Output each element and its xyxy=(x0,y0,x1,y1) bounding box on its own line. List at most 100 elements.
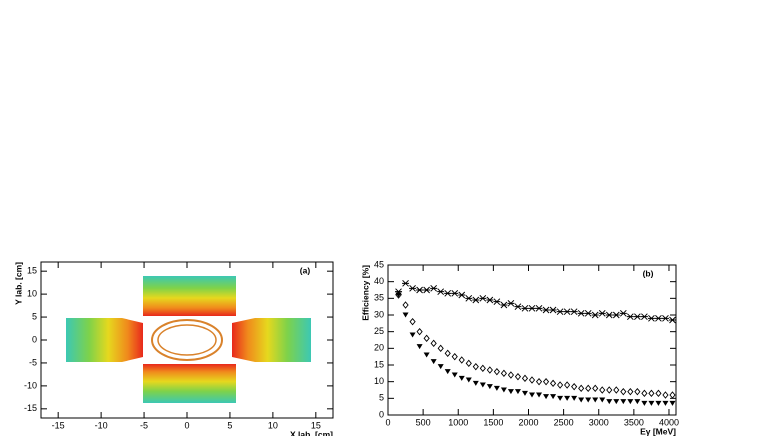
marker-star xyxy=(486,296,494,304)
marker-star xyxy=(605,311,613,319)
x-tick-label: 1500 xyxy=(483,417,503,427)
x-axis-label: X lab. [cm] xyxy=(290,429,333,436)
marker-triangle xyxy=(543,394,550,400)
marker-diamond xyxy=(564,381,571,389)
y-tick-label: 0 xyxy=(32,334,37,344)
marker-diamond xyxy=(437,344,444,353)
x-tick-label: 3000 xyxy=(589,417,609,427)
marker-star xyxy=(451,289,459,297)
marker-triangle xyxy=(606,399,613,405)
marker-triangle xyxy=(620,399,627,405)
marker-triangle xyxy=(451,372,458,378)
marker-triangle xyxy=(486,384,493,390)
marker-triangle xyxy=(409,332,416,338)
marker-star xyxy=(444,289,452,297)
marker-triangle xyxy=(599,397,606,403)
x-axis-label: Eγ [MeV] xyxy=(640,426,676,436)
marker-triangle xyxy=(529,392,535,398)
x-tick-label: 4000 xyxy=(659,417,679,427)
marker-triangle xyxy=(458,375,465,381)
y-tick-label: 15 xyxy=(374,359,384,369)
panel-annotation: (a) xyxy=(300,265,311,275)
y-tick-label: 25 xyxy=(374,326,384,336)
marker-diamond xyxy=(620,387,627,396)
x-tick-label: 0 xyxy=(184,420,189,430)
marker-diamond xyxy=(479,364,486,373)
marker-diamond xyxy=(648,389,655,398)
marker-triangle xyxy=(465,377,472,383)
marker-triangle xyxy=(536,392,543,398)
marker-star xyxy=(563,308,571,316)
marker-triangle xyxy=(472,380,479,386)
marker-star xyxy=(549,306,557,314)
marker-star xyxy=(416,286,424,294)
y-axis-label: Efficiency [%] xyxy=(360,265,370,321)
panel-annotation: (b) xyxy=(643,268,654,278)
marker-star xyxy=(507,299,515,307)
marker-diamond xyxy=(613,386,620,394)
marker-star xyxy=(521,304,529,312)
marker-diamond xyxy=(634,387,641,396)
marker-star xyxy=(528,304,536,312)
marker-star xyxy=(612,311,620,319)
density-left xyxy=(66,318,143,362)
marker-diamond xyxy=(571,382,578,391)
marker-diamond xyxy=(592,384,599,393)
marker-diamond xyxy=(472,362,479,371)
y-tick-label: -5 xyxy=(29,357,37,367)
marker-star xyxy=(619,309,627,317)
y-tick-label: 5 xyxy=(379,393,384,403)
ring-outer xyxy=(151,319,223,361)
marker-diamond xyxy=(549,379,557,388)
y-tick-label: -10 xyxy=(24,380,37,390)
marker-triangle xyxy=(395,292,402,298)
marker-diamond xyxy=(578,384,585,393)
marker-triangle xyxy=(493,385,500,391)
x-tick-label: 3500 xyxy=(624,417,644,427)
y-tick-label: 45 xyxy=(374,259,384,269)
x-tick-label: 500 xyxy=(416,417,431,427)
marker-diamond xyxy=(409,317,416,326)
marker-triangle xyxy=(669,400,676,406)
marker-diamond xyxy=(507,371,515,379)
marker-diamond xyxy=(557,381,564,389)
marker-diamond xyxy=(514,372,522,381)
marker-star xyxy=(661,314,669,322)
ring-inner xyxy=(157,324,217,356)
marker-diamond xyxy=(542,377,550,386)
marker-star xyxy=(591,311,599,319)
marker-triangle xyxy=(521,390,528,396)
x-tick-label: 2000 xyxy=(518,417,538,427)
x-tick-label: -5 xyxy=(140,420,148,430)
y-tick-label: 5 xyxy=(32,311,37,321)
density-bottom xyxy=(143,364,236,403)
marker-triangle xyxy=(416,344,423,350)
marker-diamond xyxy=(669,391,676,399)
density-top xyxy=(143,276,236,316)
marker-star xyxy=(640,313,648,321)
marker-diamond xyxy=(416,327,423,336)
y-tick-label: -15 xyxy=(24,403,37,413)
marker-diamond xyxy=(627,387,634,396)
marker-triangle xyxy=(662,400,669,406)
marker-star xyxy=(584,309,592,317)
x-tick-label: 2500 xyxy=(554,417,574,427)
x-tick-label: 15 xyxy=(311,420,321,430)
y-tick-label: 15 xyxy=(27,266,37,276)
marker-star xyxy=(577,309,585,317)
marker-diamond xyxy=(430,339,437,348)
marker-triangle xyxy=(437,364,444,370)
marker-star xyxy=(535,304,543,312)
y-tick-label: 30 xyxy=(374,309,384,319)
marker-triangle xyxy=(444,369,451,375)
marker-triangle xyxy=(430,359,437,365)
marker-diamond xyxy=(535,377,543,386)
marker-star xyxy=(626,313,634,321)
marker-triangle xyxy=(507,389,514,395)
marker-diamond xyxy=(521,374,529,383)
marker-diamond xyxy=(655,389,662,398)
marker-star xyxy=(479,294,487,302)
marker-diamond xyxy=(451,352,458,361)
marker-star xyxy=(423,286,431,294)
